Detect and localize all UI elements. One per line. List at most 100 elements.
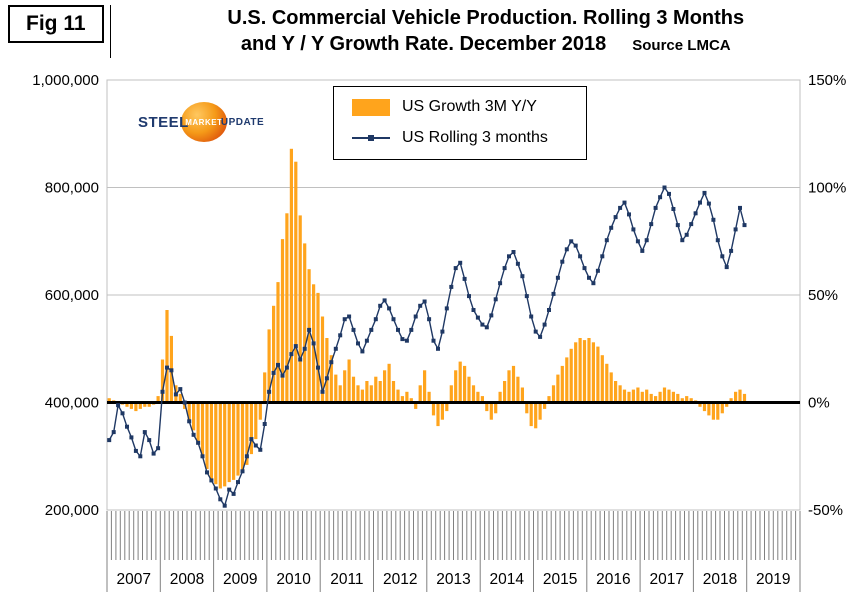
line-marker [111,430,116,435]
line-marker [191,432,196,437]
line-marker [142,430,147,435]
line-marker [400,337,405,342]
growth-bar [609,372,613,403]
line-marker [560,259,565,264]
growth-bar [338,385,342,403]
growth-bar [214,402,218,485]
right-axis-tick-label: 0% [808,395,830,412]
legend-line-swatch-icon [352,135,390,141]
growth-bar [218,402,222,489]
line-marker [156,446,161,451]
line-marker [493,297,498,302]
line-marker [436,346,440,351]
figure-header: Fig 11 U.S. Commercial Vehicle Productio… [8,5,855,58]
growth-bar [356,385,360,403]
growth-bar [631,389,635,403]
growth-bar [667,389,671,403]
line-marker [662,185,667,190]
growth-bar [267,329,271,403]
line-marker [724,265,729,270]
growth-bar [556,374,560,403]
growth-bar [272,305,276,403]
line-marker [222,503,227,508]
growth-bar [143,402,147,407]
title-line-2-text: and Y / Y Growth Rate. December 2018 [240,33,607,56]
legend-line-marker-icon [368,135,374,141]
chart-legend: US Growth 3M Y/Y US Rolling 3 months [333,86,587,160]
growth-bar [725,402,729,407]
line-marker [475,315,480,320]
line-marker [396,327,400,332]
logo-text-update: UPDATE [220,116,265,128]
chart-title: U.S. Commercial Vehicle Production. Roll… [109,5,855,58]
growth-bar [280,239,285,403]
growth-bar [596,346,600,403]
line-marker [507,254,511,259]
growth-bar [329,355,333,403]
line-marker [489,313,494,318]
growth-bar [707,402,711,416]
growth-bar [658,391,662,403]
line-marker [342,317,347,322]
line-marker [520,274,525,279]
growth-bar [734,391,738,403]
growth-bar [396,389,400,403]
line-marker [498,281,503,286]
line-marker [631,227,636,232]
growth-bar [463,365,467,403]
line-marker [209,478,214,483]
line-marker [200,454,205,459]
growth-bar [205,402,209,470]
line-marker [280,373,285,378]
growth-bar [645,389,649,403]
growth-bar [467,376,471,403]
growth-bar [387,363,391,403]
line-marker [253,443,258,448]
growth-bar [289,148,293,403]
line-marker [582,266,587,271]
growth-bar [125,402,129,407]
growth-bar [431,402,436,416]
growth-bar [334,374,338,403]
line-marker [249,437,254,442]
growth-bar [183,402,187,409]
line-marker [551,291,556,296]
line-marker [391,317,396,322]
growth-bar [263,372,267,403]
line-marker [413,314,418,319]
line-marker [706,201,711,206]
growth-bar [178,393,182,403]
growth-bar [400,396,404,403]
growth-bar [383,370,387,403]
growth-bar [147,402,151,407]
growth-bar [578,338,582,403]
line-marker [444,306,449,311]
growth-bar [454,370,458,403]
growth-bar [569,348,573,403]
growth-bar [107,398,111,403]
growth-bar [640,391,644,403]
line-marker [262,422,267,426]
growth-bar [307,269,311,403]
line-marker [622,200,627,205]
left-axis-tick-label: 400,000 [45,395,99,412]
line-marker [480,322,485,327]
growth-bar [245,402,249,465]
growth-bar [325,338,329,403]
line-marker [533,329,538,334]
growth-bar [276,282,280,403]
growth-bar [409,398,413,403]
growth-bar [547,396,551,403]
line-marker [649,222,654,227]
growth-bar [223,402,227,487]
growth-bar [551,385,556,403]
line-marker [364,338,369,343]
line-marker [382,298,387,303]
year-label: 2017 [649,571,683,588]
growth-bar [698,402,702,407]
legend-bar-swatch-icon [352,98,390,116]
line-marker [440,329,445,334]
growth-bar [671,391,675,403]
line-marker [431,338,436,343]
